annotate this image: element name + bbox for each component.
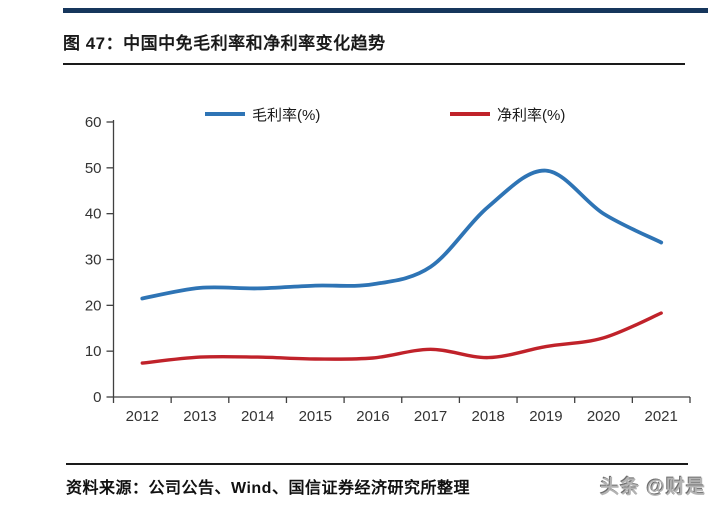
- svg-text:30: 30: [85, 252, 102, 269]
- svg-text:50: 50: [85, 160, 102, 177]
- svg-text:2016: 2016: [356, 408, 389, 425]
- svg-text:0: 0: [93, 389, 101, 406]
- legend-label-gross-margin: 毛利率(%): [252, 106, 321, 124]
- figure-top-accent-bar: [63, 8, 708, 13]
- svg-text:2019: 2019: [529, 408, 562, 425]
- legend-label-net-margin: 净利率(%): [497, 106, 566, 124]
- svg-text:2014: 2014: [241, 408, 274, 425]
- svg-text:2015: 2015: [299, 408, 332, 425]
- toutiao-watermark: 头条 @财是: [600, 477, 706, 498]
- legend-item-net-margin: 净利率(%): [450, 104, 565, 124]
- title-underline: [63, 63, 685, 65]
- chart-legend: 毛利率(%) 净利率(%): [0, 104, 710, 124]
- svg-text:20: 20: [85, 297, 102, 314]
- net-margin-line-swatch: [450, 112, 490, 116]
- data-source-note: 资料来源：公司公告、Wind、国信证券经济研究所整理: [66, 480, 470, 497]
- svg-text:10: 10: [85, 343, 102, 360]
- net-margin-line: [140, 311, 663, 365]
- gross-margin-line-swatch: [205, 112, 245, 116]
- figure-title: 图 47：中国中免毛利率和净利率变化趋势: [63, 34, 386, 53]
- svg-text:2018: 2018: [472, 408, 505, 425]
- svg-text:2013: 2013: [183, 408, 216, 425]
- svg-text:40: 40: [85, 206, 102, 223]
- svg-text:60: 60: [85, 114, 102, 131]
- svg-text:2020: 2020: [587, 408, 620, 425]
- footer-divider: [66, 463, 688, 465]
- svg-text:2012: 2012: [126, 408, 159, 425]
- gross-margin-line: [140, 168, 664, 301]
- svg-text:2021: 2021: [644, 408, 677, 425]
- svg-text:2017: 2017: [414, 408, 447, 425]
- legend-item-gross-margin: 毛利率(%): [205, 104, 320, 124]
